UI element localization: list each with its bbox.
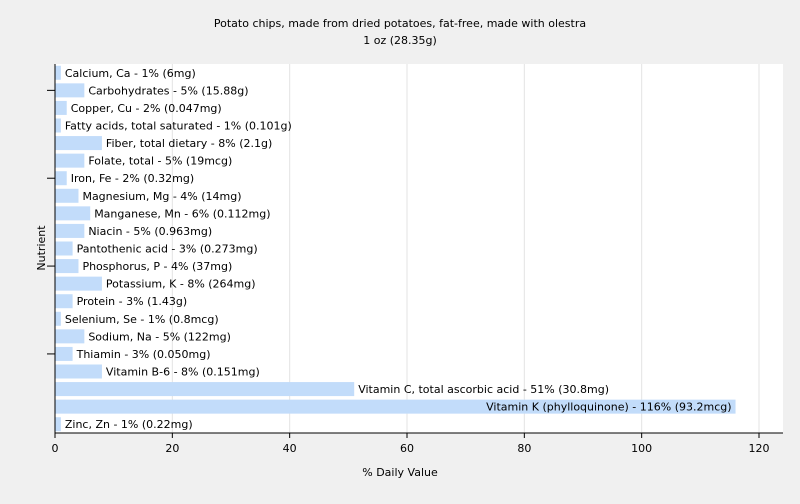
bar bbox=[55, 276, 102, 291]
bar bbox=[55, 206, 91, 221]
bar-label: Fiber, total dietary - 8% (2.1g) bbox=[106, 137, 272, 150]
bar-label: Fatty acids, total saturated - 1% (0.101… bbox=[65, 120, 292, 133]
bar bbox=[55, 136, 102, 151]
plot-area bbox=[55, 64, 783, 433]
bar-label: Vitamin K (phylloquinone) - 116% (93.2mc… bbox=[486, 401, 731, 414]
bar bbox=[55, 311, 61, 326]
bar bbox=[55, 417, 61, 432]
bar-label: Potassium, K - 8% (264mg) bbox=[106, 278, 256, 291]
bar bbox=[55, 346, 73, 361]
y-axis-label: Nutrient bbox=[35, 225, 48, 271]
x-tick-label: 80 bbox=[517, 442, 531, 455]
bar-label: Vitamin B-6 - 8% (0.151mg) bbox=[106, 366, 260, 379]
bar bbox=[55, 399, 736, 414]
bar bbox=[55, 223, 85, 238]
bar-label: Pantothenic acid - 3% (0.273mg) bbox=[77, 243, 258, 256]
bar-label: Folate, total - 5% (19mcg) bbox=[88, 155, 232, 168]
bar bbox=[55, 100, 67, 115]
x-axis-label: % Daily Value bbox=[362, 466, 438, 479]
bar bbox=[55, 259, 79, 274]
bar bbox=[55, 171, 67, 186]
x-tick-label: 60 bbox=[400, 442, 414, 455]
bar bbox=[55, 382, 355, 397]
bar bbox=[55, 188, 79, 203]
bar-label: Thiamin - 3% (0.050mg) bbox=[76, 348, 211, 361]
x-tick-label: 100 bbox=[631, 442, 652, 455]
bar-label: Iron, Fe - 2% (0.32mg) bbox=[71, 172, 194, 185]
x-tick-label: 20 bbox=[165, 442, 179, 455]
bar-label: Copper, Cu - 2% (0.047mg) bbox=[71, 102, 222, 115]
bar bbox=[55, 294, 73, 309]
bar-label: Phosphorus, P - 4% (37mg) bbox=[82, 260, 232, 273]
bar bbox=[55, 241, 73, 256]
x-tick-label: 120 bbox=[749, 442, 770, 455]
bar-label: Protein - 3% (1.43g) bbox=[77, 295, 188, 308]
bar-label: Sodium, Na - 5% (122mg) bbox=[88, 330, 231, 343]
x-tick-label: 40 bbox=[283, 442, 297, 455]
bar bbox=[55, 83, 85, 98]
bar-label: Selenium, Se - 1% (0.8mcg) bbox=[65, 313, 219, 326]
bar-label: Vitamin C, total ascorbic acid - 51% (30… bbox=[358, 383, 609, 396]
bar-label: Zinc, Zn - 1% (0.22mg) bbox=[65, 418, 193, 431]
bar-label: Carbohydrates - 5% (15.88g) bbox=[88, 84, 248, 97]
chart-subtitle: 1 oz (28.35g) bbox=[363, 34, 437, 47]
bar-label: Niacin - 5% (0.963mg) bbox=[88, 225, 212, 238]
bar-label: Calcium, Ca - 1% (6mg) bbox=[65, 67, 196, 80]
chart-title: Potato chips, made from dried potatoes, … bbox=[214, 17, 586, 30]
bar bbox=[55, 364, 102, 379]
bar bbox=[55, 329, 85, 344]
bar-label: Manganese, Mn - 6% (0.112mg) bbox=[94, 207, 270, 220]
x-tick-label: 0 bbox=[52, 442, 59, 455]
bar bbox=[55, 153, 85, 168]
bar bbox=[55, 65, 61, 80]
bar bbox=[55, 118, 61, 133]
bar-label: Magnesium, Mg - 4% (14mg) bbox=[82, 190, 241, 203]
